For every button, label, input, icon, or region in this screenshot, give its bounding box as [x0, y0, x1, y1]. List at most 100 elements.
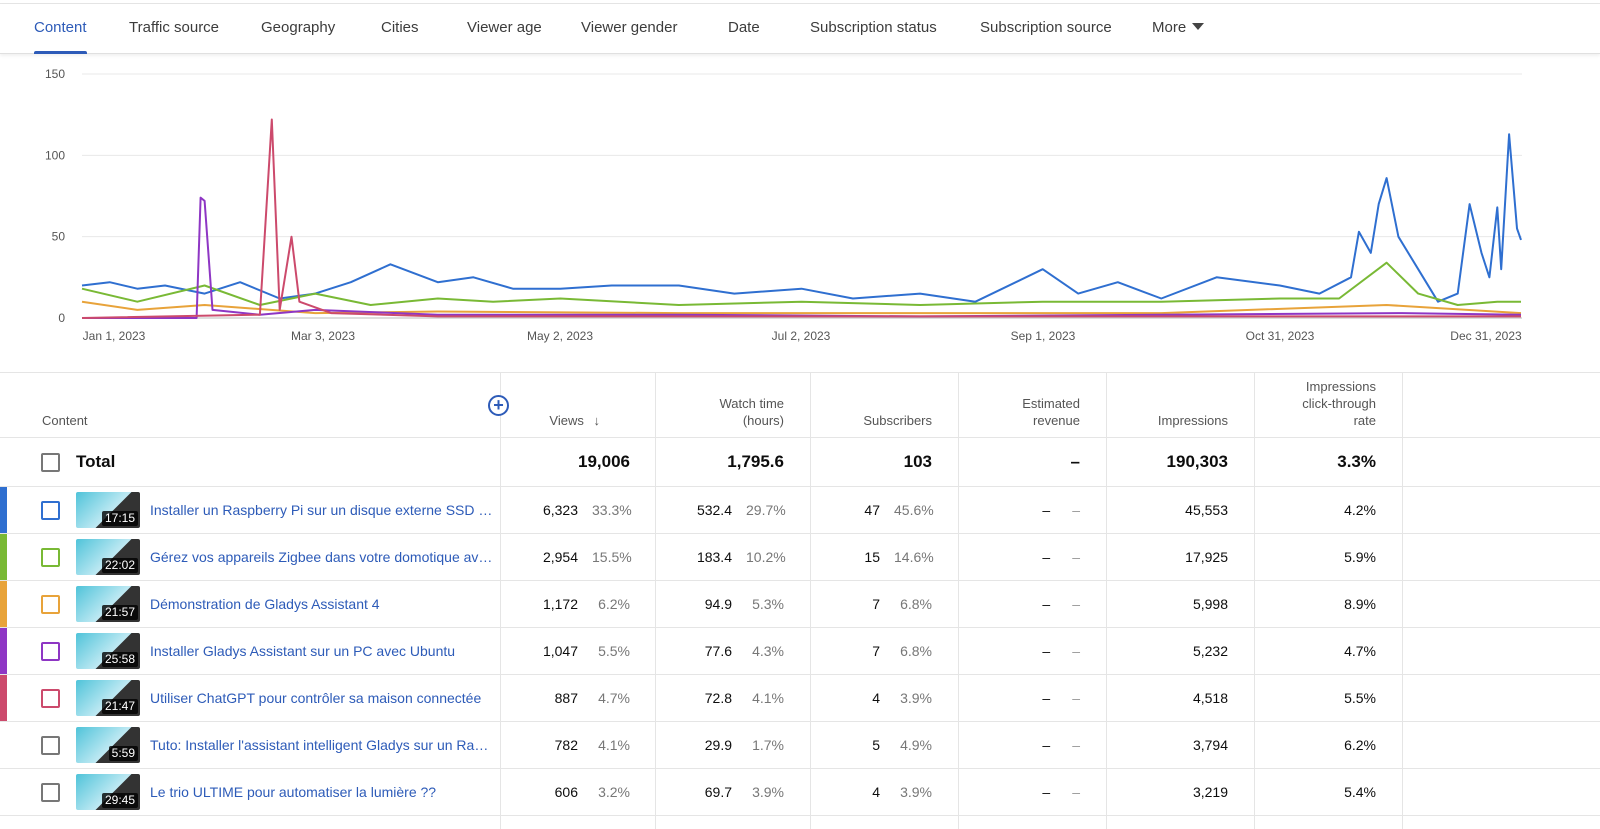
- video-title-link[interactable]: Démonstration de Gladys Assistant 4: [150, 596, 380, 612]
- table-cell: 8.9%: [1344, 581, 1376, 627]
- header-subscribers[interactable]: Subscribers: [863, 413, 932, 428]
- header-views[interactable]: Views ↓: [549, 412, 600, 429]
- watch-time-value: 183.4: [696, 549, 732, 565]
- series-color-stripe: [0, 581, 7, 627]
- revenue-value: –: [1042, 502, 1051, 518]
- video-title-link[interactable]: Tuto: Installer l'assistant intelligent …: [150, 737, 495, 753]
- video-thumbnail[interactable]: 5:59: [76, 727, 140, 763]
- watch-time-value: 77.6: [704, 643, 732, 659]
- table-row: 21:57 Démonstration de Gladys Assistant …: [0, 581, 1600, 628]
- subscribers-value: 4: [872, 690, 880, 706]
- subscribers-value: 15: [864, 549, 880, 565]
- header-revenue-line1: Estimated: [1022, 396, 1080, 411]
- watch-time-percent: 3.9%: [752, 784, 784, 800]
- revenue-value: –: [1042, 549, 1051, 565]
- ctr-value: 5.9%: [1344, 549, 1376, 565]
- video-duration: 21:57: [101, 605, 138, 620]
- series-line-0: [81, 133, 1522, 303]
- watch-time-percent: 4.1%: [752, 690, 784, 706]
- row-checkbox[interactable]: [41, 736, 60, 755]
- video-thumbnail[interactable]: 22:02: [76, 539, 140, 575]
- y-tick-label: 50: [52, 230, 66, 244]
- tab-label: More: [1152, 19, 1187, 36]
- total-impressions: 190,303: [1166, 452, 1228, 471]
- table-cell: – –: [1042, 675, 1080, 721]
- tab-date[interactable]: Date: [728, 4, 760, 54]
- revenue-value: –: [1042, 737, 1051, 753]
- video-title-link[interactable]: Utiliser ChatGPT pour contrôler sa maiso…: [150, 690, 482, 706]
- table-cell: 5,232: [1193, 628, 1228, 674]
- video-title-link[interactable]: Installer Gladys Assistant sur un PC ave…: [150, 643, 456, 659]
- row-checkbox[interactable]: [41, 595, 60, 614]
- header-revenue-line2: revenue: [1033, 413, 1080, 428]
- video-thumbnail[interactable]: 21:57: [76, 586, 140, 622]
- video-thumbnail[interactable]: 25:58: [76, 633, 140, 669]
- impressions-value: 4,518: [1192, 690, 1228, 706]
- row-checkbox[interactable]: [41, 548, 60, 567]
- tab-viewer-age[interactable]: Viewer age: [467, 4, 542, 54]
- table-cell: – –: [1042, 628, 1080, 674]
- header-watch-time[interactable]: Watch time (hours): [719, 395, 784, 429]
- tab-more[interactable]: More: [1152, 4, 1205, 54]
- subscribers-percent: 6.8%: [900, 643, 932, 659]
- table-row: 29:45 Le trio ULTIME pour automatiser la…: [0, 769, 1600, 816]
- table-cell: 1,795.6: [727, 438, 784, 486]
- table-cell: 45,553: [1185, 487, 1228, 533]
- video-thumbnail[interactable]: 29:45: [76, 774, 140, 810]
- header-impressions[interactable]: Impressions: [1157, 413, 1228, 428]
- header-revenue[interactable]: Estimated revenue: [1022, 395, 1080, 429]
- series-line-2: [81, 300, 1522, 315]
- revenue-value: –: [1042, 690, 1051, 706]
- watch-time-percent: 1.7%: [752, 737, 784, 753]
- tab-viewer-gender[interactable]: Viewer gender: [581, 4, 677, 54]
- tab-label: Cities: [381, 19, 419, 36]
- row-checkbox[interactable]: [41, 501, 60, 520]
- tab-label: Viewer gender: [581, 19, 678, 36]
- table-cell: 190,303: [1167, 438, 1228, 486]
- revenue-value: –: [1042, 643, 1051, 659]
- row-checkbox[interactable]: [41, 642, 60, 661]
- video-thumbnail[interactable]: 21:47: [76, 680, 140, 716]
- ctr-value: 6.2%: [1344, 737, 1376, 753]
- views-value: 1,172: [542, 596, 578, 612]
- impressions-value: 17,925: [1185, 549, 1228, 565]
- watch-time-percent: 29.7%: [746, 502, 786, 518]
- video-duration: 29:45: [101, 793, 138, 808]
- table-cell: 5 4.9%: [872, 722, 932, 768]
- tab-cities[interactable]: Cities: [381, 4, 419, 54]
- table-cell: 183.4 10.2%: [696, 534, 786, 580]
- row-checkbox[interactable]: [41, 783, 60, 802]
- tab-geography[interactable]: Geography: [261, 4, 335, 54]
- table-cell: 1,047 5.5%: [543, 628, 630, 674]
- header-watch-line1: Watch time: [719, 396, 784, 411]
- tab-subscription-source[interactable]: Subscription source: [980, 4, 1112, 54]
- total-revenue: –: [1070, 452, 1080, 471]
- row-checkbox[interactable]: [41, 689, 60, 708]
- video-title-link[interactable]: Gérez vos appareils Zigbee dans votre do…: [150, 549, 495, 565]
- header-ctr[interactable]: Impressions click-through rate: [1302, 378, 1376, 429]
- x-tick-label: Oct 31, 2023: [1246, 329, 1315, 343]
- column-divider: [655, 372, 656, 829]
- y-tick-label: 150: [45, 67, 65, 81]
- table-cell: 3.3%: [1337, 438, 1376, 486]
- add-metric-button[interactable]: +: [488, 395, 509, 416]
- total-checkbox[interactable]: [41, 453, 60, 472]
- views-percent: 3.2%: [598, 784, 630, 800]
- subscribers-value: 7: [872, 596, 880, 612]
- ctr-value: 4.2%: [1344, 502, 1376, 518]
- video-title-link[interactable]: Installer un Raspberry Pi sur un disque …: [150, 502, 495, 518]
- revenue-percent: –: [1072, 737, 1080, 753]
- tab-content[interactable]: Content: [34, 4, 87, 54]
- column-divider: [500, 372, 501, 829]
- revenue-percent: –: [1072, 784, 1080, 800]
- tab-traffic-source[interactable]: Traffic source: [129, 4, 219, 54]
- video-thumbnail[interactable]: 17:15: [76, 492, 140, 528]
- video-duration: 22:02: [101, 558, 138, 573]
- total-subscribers: 103: [903, 452, 932, 471]
- tab-label: Subscription source: [980, 19, 1112, 36]
- header-content: Content: [42, 413, 88, 428]
- column-divider: [810, 372, 811, 829]
- revenue-percent: –: [1072, 549, 1080, 565]
- tab-subscription-status[interactable]: Subscription status: [810, 4, 937, 54]
- video-title-link[interactable]: Le trio ULTIME pour automatiser la lumiè…: [150, 784, 437, 800]
